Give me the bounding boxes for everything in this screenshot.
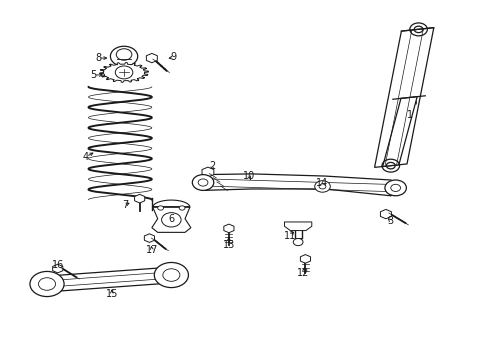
Text: 4: 4 (83, 152, 89, 162)
Text: 13: 13 (223, 239, 235, 249)
Circle shape (390, 184, 400, 192)
Text: 12: 12 (297, 268, 309, 278)
Circle shape (179, 206, 184, 210)
Circle shape (314, 181, 330, 192)
Circle shape (293, 238, 303, 246)
Text: 8: 8 (95, 53, 101, 63)
Polygon shape (144, 234, 154, 242)
Circle shape (30, 271, 64, 297)
Polygon shape (53, 264, 62, 273)
Polygon shape (100, 63, 148, 82)
Polygon shape (224, 224, 233, 233)
Text: 11: 11 (284, 231, 296, 240)
Text: 16: 16 (52, 260, 64, 270)
Polygon shape (153, 200, 189, 207)
Text: 15: 15 (105, 289, 118, 299)
Text: 10: 10 (243, 171, 255, 181)
Circle shape (384, 180, 406, 196)
Text: 5: 5 (90, 70, 96, 80)
Text: 9: 9 (170, 52, 177, 62)
Circle shape (154, 262, 188, 288)
Polygon shape (380, 210, 390, 219)
Circle shape (116, 49, 132, 60)
Text: 2: 2 (209, 161, 216, 171)
Circle shape (39, 278, 56, 290)
Text: 3: 3 (387, 216, 393, 226)
Polygon shape (134, 194, 144, 203)
Text: 6: 6 (168, 215, 174, 224)
Circle shape (110, 46, 138, 66)
Circle shape (115, 66, 133, 79)
Polygon shape (374, 28, 433, 167)
Polygon shape (146, 53, 157, 63)
Polygon shape (382, 96, 416, 167)
Circle shape (192, 175, 213, 190)
Polygon shape (152, 207, 190, 232)
Polygon shape (284, 222, 311, 230)
Circle shape (161, 213, 181, 227)
Circle shape (158, 206, 163, 210)
Polygon shape (300, 255, 310, 263)
Text: 1: 1 (407, 111, 412, 121)
Circle shape (319, 184, 325, 189)
Circle shape (198, 179, 207, 186)
Text: 17: 17 (145, 245, 158, 255)
Polygon shape (199, 174, 400, 196)
Polygon shape (46, 267, 172, 292)
Text: 7: 7 (122, 200, 128, 210)
Circle shape (163, 269, 180, 281)
Text: 14: 14 (316, 177, 328, 188)
Polygon shape (202, 167, 213, 177)
